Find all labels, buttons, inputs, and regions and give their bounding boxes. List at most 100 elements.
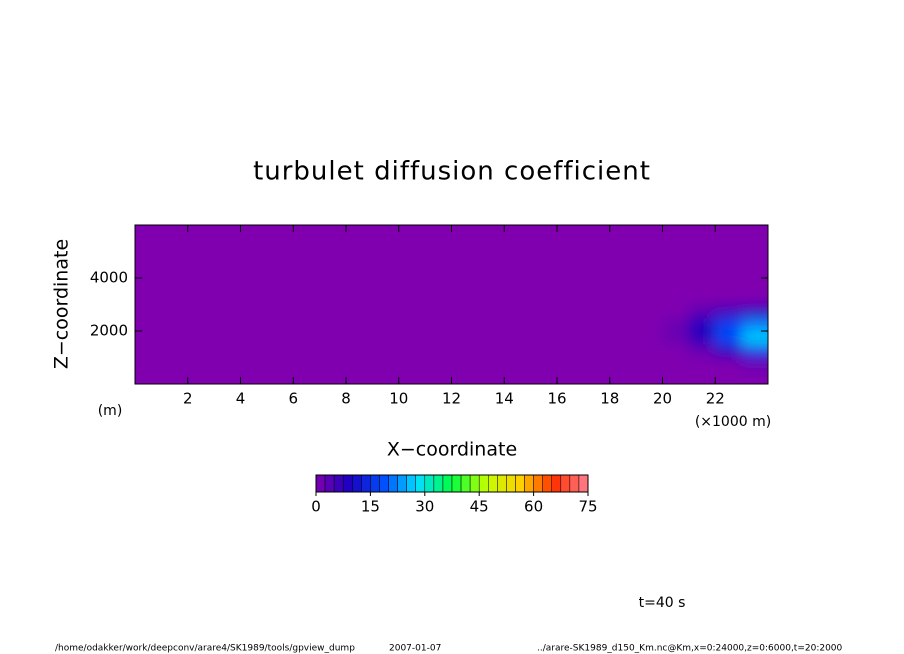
cell — [187, 370, 215, 384]
cell — [688, 264, 716, 279]
cell — [688, 278, 716, 292]
cell — [609, 370, 637, 384]
colorbar-swatch — [379, 474, 389, 493]
colorbar-swatch — [342, 474, 353, 493]
cell — [266, 357, 294, 372]
cell — [266, 317, 294, 332]
cell — [398, 370, 426, 384]
cell — [504, 331, 532, 345]
cell — [583, 304, 611, 319]
cell — [293, 304, 321, 319]
cell — [187, 291, 215, 305]
footer-path: /home/odakker/work/deepconv/arare4/SK198… — [55, 644, 355, 654]
colorbar-swatch — [451, 474, 462, 493]
x-tick-label: 8 — [341, 390, 351, 408]
cell — [425, 291, 452, 305]
cell — [688, 251, 716, 266]
cell — [135, 291, 162, 305]
x-tick-label: 18 — [600, 390, 619, 408]
cell — [715, 317, 743, 332]
cell — [161, 225, 189, 239]
colorbar-swatch — [333, 474, 344, 493]
cell — [398, 264, 426, 279]
cell — [557, 304, 584, 319]
cell — [583, 278, 611, 292]
x-tick-label: 14 — [495, 390, 514, 408]
cell — [372, 264, 400, 279]
cell — [662, 331, 690, 345]
cell — [609, 291, 637, 305]
colorbar-tick-label: 75 — [578, 498, 597, 516]
x-tick-label: 16 — [547, 390, 566, 408]
cell — [135, 370, 162, 384]
cell — [477, 370, 505, 384]
cell — [583, 331, 611, 345]
cell — [609, 317, 637, 332]
cell — [346, 251, 373, 266]
cell — [504, 225, 532, 239]
cell — [425, 317, 452, 332]
cell — [346, 225, 373, 239]
cell — [715, 225, 743, 239]
colorbar-swatch — [388, 474, 398, 493]
cell — [530, 291, 558, 305]
cell — [240, 278, 268, 292]
colorbar-swatch — [415, 474, 426, 493]
cell — [636, 331, 663, 345]
cell — [240, 238, 268, 252]
cell — [609, 357, 637, 372]
cell — [372, 304, 400, 319]
cell — [715, 251, 743, 266]
cell — [240, 304, 268, 319]
cell — [214, 264, 241, 279]
cell — [583, 225, 611, 239]
cell — [214, 357, 241, 372]
colorbar-swatch — [424, 474, 435, 493]
cell — [398, 238, 426, 252]
cell — [293, 344, 321, 358]
cell — [530, 251, 558, 266]
cell — [688, 225, 716, 239]
cell — [741, 317, 768, 332]
cell — [557, 278, 584, 292]
cell — [319, 331, 347, 345]
cell — [240, 370, 268, 384]
cell — [398, 357, 426, 372]
colorbar-swatch — [560, 474, 571, 493]
x-tick-label: 22 — [706, 390, 725, 408]
cell — [398, 331, 426, 345]
cell — [398, 251, 426, 266]
cell — [451, 317, 479, 332]
cell — [477, 291, 505, 305]
cell — [240, 264, 268, 279]
y-axis-label: Z−coordinate — [51, 239, 73, 369]
cell — [319, 344, 347, 358]
cell — [688, 357, 716, 372]
cell — [636, 225, 663, 239]
cell — [741, 251, 768, 266]
cell — [715, 238, 743, 252]
cell — [662, 264, 690, 279]
cell — [609, 225, 637, 239]
cell — [609, 304, 637, 319]
cell — [557, 251, 584, 266]
cell — [662, 317, 690, 332]
cell — [557, 357, 584, 372]
cell — [161, 278, 189, 292]
cell — [293, 238, 321, 252]
cell — [293, 225, 321, 239]
cell — [266, 251, 294, 266]
cell — [266, 370, 294, 384]
x-tick-label: 4 — [236, 390, 246, 408]
cell — [741, 370, 768, 384]
cell — [425, 225, 452, 239]
cell — [214, 370, 241, 384]
cell — [715, 370, 743, 384]
cell — [688, 291, 716, 305]
cell — [557, 370, 584, 384]
cell — [319, 357, 347, 372]
cell — [662, 304, 690, 319]
cell — [161, 264, 189, 279]
cell — [530, 264, 558, 279]
cell — [451, 238, 479, 252]
